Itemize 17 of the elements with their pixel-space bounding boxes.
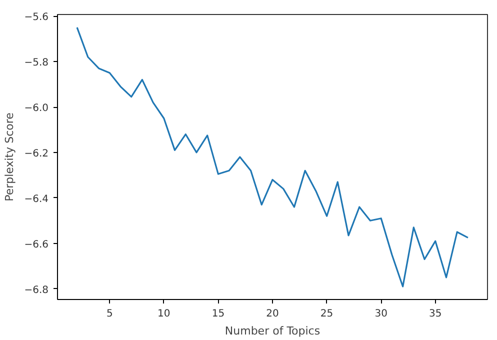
x-tick-label: 25 [320,308,334,320]
x-tick-label: 5 [106,308,113,320]
y-axis-title: Perplexity Score [3,112,16,202]
x-tick-label: 30 [374,308,388,320]
x-axis-title: Number of Topics [224,324,320,338]
x-tick-label: 10 [158,308,170,320]
y-tick-label: −6.6 [24,239,49,250]
line-series [76,26,469,288]
y-tick-label: −6.2 [24,148,49,160]
y-tick-label: −6.0 [24,103,49,114]
y-tick-label: −5.8 [24,58,49,69]
y-tick-label: −6.8 [24,284,49,296]
x-tick-label: 15 [212,308,225,320]
x-tick-label: 20 [266,308,279,320]
y-tick-label: −5.6 [24,12,49,24]
y-tick-label: −6.4 [24,194,49,205]
x-tick-label: 35 [429,308,442,320]
